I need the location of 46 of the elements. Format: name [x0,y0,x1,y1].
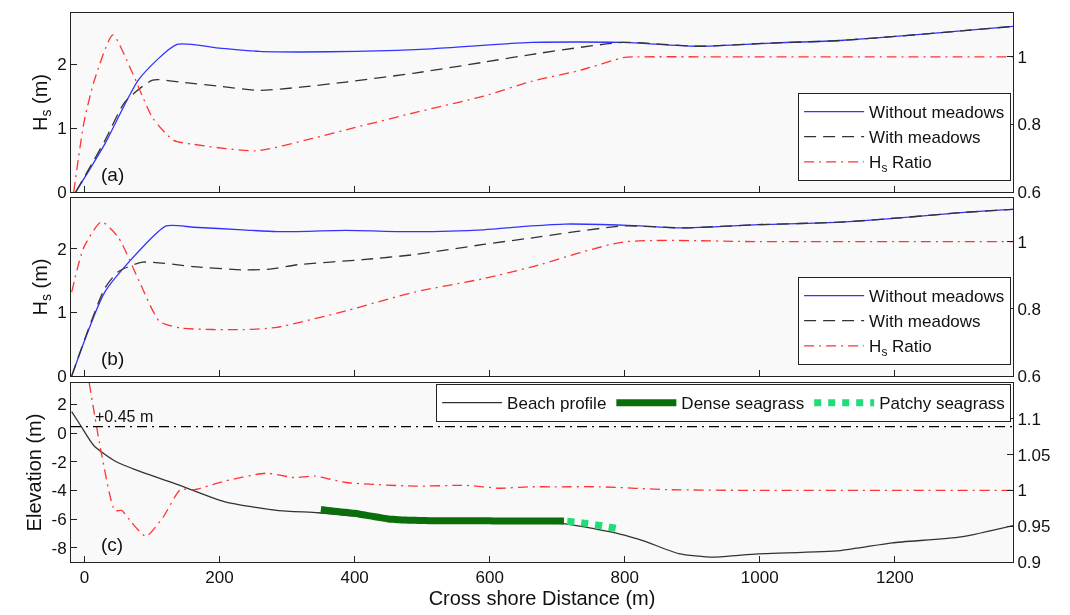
y2-tick-label: 0.95 [1017,517,1051,537]
y2-tick-label: 0.8 [1017,299,1042,319]
y2-tick-label: 0.8 [1017,115,1042,135]
legend-label: Without meadows [869,103,1005,123]
y2-tick-label: 0.9 [1017,552,1042,572]
y-tick-label: 0 [57,424,67,444]
y-tick-label: 1 [57,119,67,139]
legend-label: Dense seagrass [681,394,805,414]
y2-tick-label: 0.6 [1017,182,1042,202]
y-tick-label: 1 [57,303,67,323]
y2-tick-label: 1 [1017,481,1027,501]
x-tick-label: 600 [475,568,504,588]
annotation: (a) [101,164,125,185]
ref-line-label: +0.45 m [95,408,154,425]
legend-label: Patchy seagrass [879,394,1005,414]
y-tick-label: 0 [57,366,67,386]
annotation: (c) [101,534,124,555]
y2-tick-label: 0.6 [1017,366,1042,386]
legend-label: H$_{s}$ Ratio [869,153,932,175]
line-series [71,208,1013,377]
y-tick-label: 0 [57,182,67,202]
legend-label: Without meadows [869,287,1005,307]
x-tick-label: 1200 [875,568,914,588]
x-tick-label: 1000 [740,568,779,588]
x-tick-label: 200 [205,568,234,588]
x-tick-label: 800 [610,568,639,588]
y-tick-label: -2 [51,452,67,472]
y-tick-label: 2 [57,395,67,415]
y-tick-label: -6 [51,509,67,529]
y-tick-label: -4 [51,481,67,501]
annotation: (b) [101,348,125,369]
x-tick-label: 0 [79,568,90,588]
legend-label: Beach profile [507,394,607,414]
legend-label: With meadows [869,312,981,332]
x-axis-title: Cross shore Distance (m) [428,587,656,610]
y2-tick-label: 1 [1017,232,1027,252]
y-tick-label: 2 [57,239,67,259]
y-tick-label: 2 [57,55,67,75]
legend-label: H$_{s}$ Ratio [869,337,932,359]
y2-tick-label: 1.05 [1017,445,1051,465]
y2-tick-label: 1 [1017,47,1027,67]
y2-tick-label: 1.1 [1017,409,1042,429]
y-tick-label: -8 [51,538,67,558]
y-axis-title: Elevation (m) [22,413,45,532]
x-tick-label: 400 [340,568,369,588]
legend-label: With meadows [869,128,981,148]
